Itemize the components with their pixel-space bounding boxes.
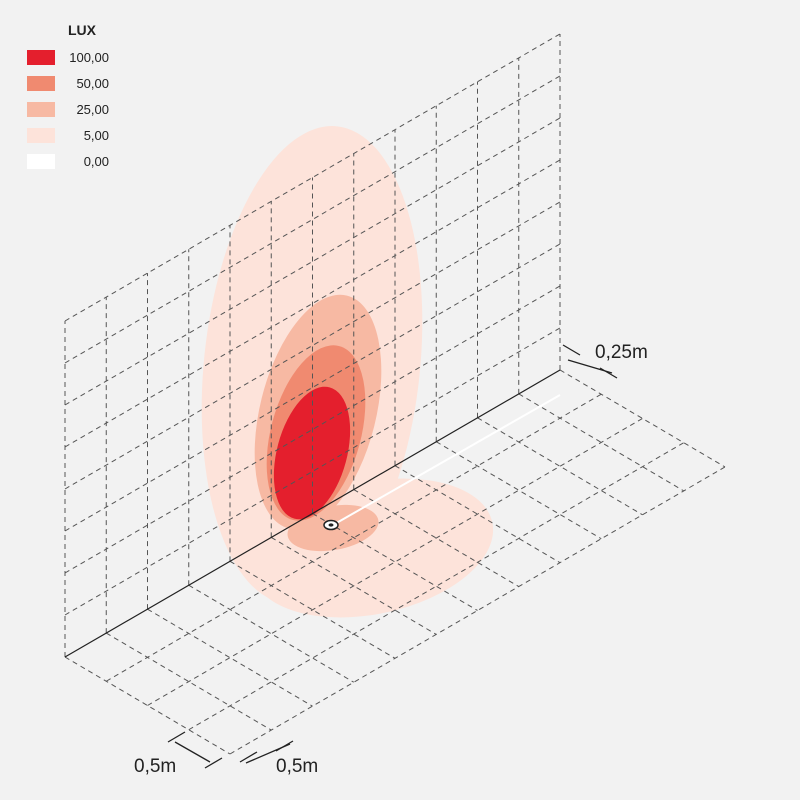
grid-line — [559, 369, 726, 468]
grid-line — [435, 441, 602, 540]
grid-line — [229, 560, 396, 659]
floor-dimension: 0,5m — [276, 756, 318, 777]
legend-label: 5,00 — [84, 128, 109, 143]
light-source-core — [328, 523, 334, 527]
grid-line — [147, 608, 313, 707]
grid-line — [312, 513, 478, 611]
legend-swatch — [27, 50, 55, 65]
grid — [64, 33, 726, 755]
legend-label: 25,00 — [76, 102, 109, 117]
wall-100-lux — [273, 386, 351, 520]
legend-title: LUX — [68, 22, 97, 38]
grid-line — [394, 465, 561, 564]
grid-line — [188, 584, 355, 683]
light-axis — [332, 394, 561, 526]
legend-label: 100,00 — [69, 50, 109, 65]
legend-swatch — [27, 102, 55, 117]
grid-line — [353, 489, 520, 587]
legend-swatch — [27, 154, 55, 169]
light-distribution — [201, 126, 494, 618]
legend-label: 50,00 — [76, 76, 109, 91]
grid-line — [105, 632, 272, 731]
baseline — [64, 369, 561, 658]
legend: 100,00 50,00 25,00 5,00 0,00 — [27, 50, 109, 169]
grid-line — [518, 393, 685, 492]
dimension-markers — [167, 344, 618, 769]
legend-swatch — [27, 76, 55, 91]
grid-line — [270, 536, 437, 635]
grid-line — [477, 417, 643, 516]
legend-swatch — [27, 128, 55, 143]
grid-line — [64, 656, 231, 755]
legend-label: 0,00 — [84, 154, 109, 169]
width-dimension: 0,5m — [134, 756, 176, 777]
depth-dimension: 0,25m — [595, 342, 648, 363]
